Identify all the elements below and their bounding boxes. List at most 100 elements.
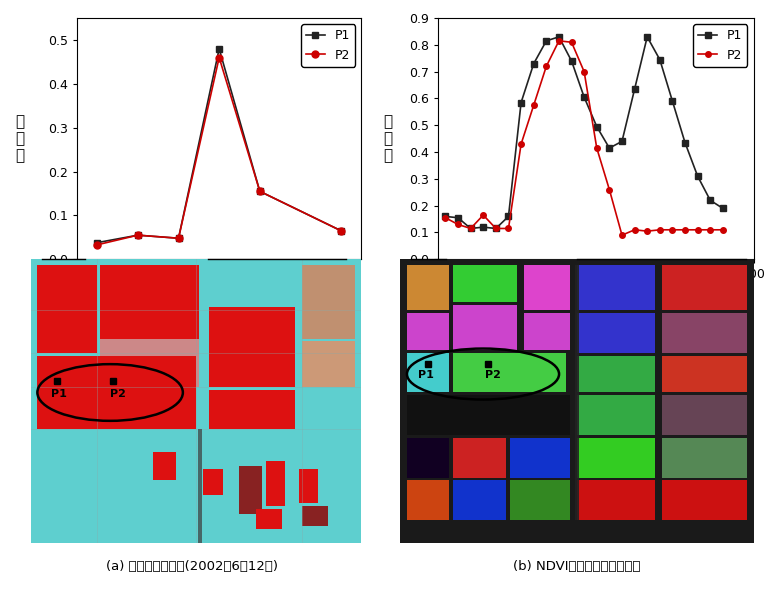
Bar: [203, 469, 222, 494]
P2: [630, 226, 639, 233]
P1: [655, 56, 664, 63]
Line: P1: P1: [443, 34, 726, 231]
Text: (a) 光谱假彩色合成(2002年6月12日): (a) 光谱假彩色合成(2002年6月12日): [106, 560, 278, 573]
P2: [517, 140, 526, 148]
Bar: [510, 438, 570, 478]
Bar: [209, 308, 295, 387]
P2: [215, 54, 224, 61]
Text: P1: P1: [51, 389, 66, 399]
P1: [592, 123, 601, 130]
Bar: [265, 461, 285, 506]
P1: [454, 214, 463, 221]
P2: [667, 226, 677, 233]
Bar: [153, 452, 176, 481]
Line: P2: P2: [94, 54, 345, 248]
Bar: [239, 466, 262, 514]
Bar: [661, 481, 747, 520]
P2: [529, 101, 538, 109]
Bar: [407, 313, 449, 350]
P2: [718, 226, 727, 233]
P2: [255, 188, 265, 195]
P2: [504, 225, 513, 232]
P1: [478, 224, 488, 231]
Legend: P1, P2: P1, P2: [301, 24, 355, 66]
X-axis label: DOY (2002): DOY (2002): [556, 287, 636, 301]
P2: [655, 226, 664, 233]
Bar: [661, 265, 747, 311]
Bar: [407, 265, 449, 311]
Bar: [453, 438, 506, 478]
P1: [630, 86, 639, 93]
P1: [681, 139, 690, 147]
P1: [580, 93, 589, 101]
Bar: [38, 265, 97, 353]
P1: [618, 137, 627, 145]
Line: P2: P2: [443, 38, 726, 238]
Text: P2: P2: [110, 389, 126, 399]
Bar: [100, 265, 199, 339]
P2: [580, 68, 589, 75]
P1: [541, 37, 551, 45]
P1: [529, 60, 538, 68]
Bar: [661, 396, 747, 435]
P2: [337, 227, 346, 235]
Bar: [255, 509, 282, 528]
Bar: [38, 356, 196, 429]
P1: [667, 98, 677, 105]
Bar: [577, 313, 654, 353]
P2: [643, 227, 652, 235]
P1: [337, 227, 346, 235]
P1: [466, 225, 475, 232]
Line: P1: P1: [94, 45, 345, 246]
P2: [491, 225, 501, 232]
P1: [441, 213, 450, 220]
Bar: [577, 438, 654, 478]
P2: [541, 63, 551, 70]
P1: [604, 145, 614, 152]
Bar: [510, 481, 570, 520]
Bar: [661, 313, 747, 353]
Bar: [661, 356, 747, 393]
P1: [517, 99, 526, 106]
Bar: [407, 481, 449, 520]
P2: [681, 226, 690, 233]
Bar: [407, 396, 570, 435]
Bar: [575, 265, 579, 520]
Bar: [302, 341, 355, 387]
Bar: [407, 353, 449, 393]
P1: [643, 33, 652, 40]
Bar: [407, 438, 449, 478]
P1: [718, 205, 727, 212]
Bar: [577, 356, 654, 393]
Bar: [298, 469, 318, 503]
Bar: [577, 396, 654, 435]
Y-axis label: 反
射
率: 反 射 率: [383, 114, 392, 163]
P1: [133, 232, 142, 239]
Bar: [100, 339, 199, 387]
Bar: [577, 481, 654, 520]
Bar: [198, 429, 201, 543]
Bar: [302, 506, 328, 526]
P2: [441, 214, 450, 221]
P1: [491, 225, 501, 232]
P1: [215, 45, 224, 52]
P2: [133, 232, 142, 239]
Bar: [661, 438, 747, 478]
Y-axis label: 反
射
率: 反 射 率: [15, 114, 25, 163]
P2: [604, 186, 614, 193]
Bar: [453, 305, 517, 350]
P1: [706, 197, 715, 204]
Text: P2: P2: [484, 370, 501, 380]
P1: [567, 57, 576, 65]
Bar: [453, 481, 506, 520]
X-axis label: 波段: 波段: [211, 287, 228, 301]
P2: [618, 232, 627, 239]
P1: [92, 239, 102, 246]
P2: [466, 225, 475, 232]
Bar: [209, 390, 295, 429]
Bar: [302, 265, 355, 339]
P2: [92, 241, 102, 248]
Bar: [524, 313, 570, 350]
P2: [567, 39, 576, 46]
Bar: [524, 265, 570, 311]
